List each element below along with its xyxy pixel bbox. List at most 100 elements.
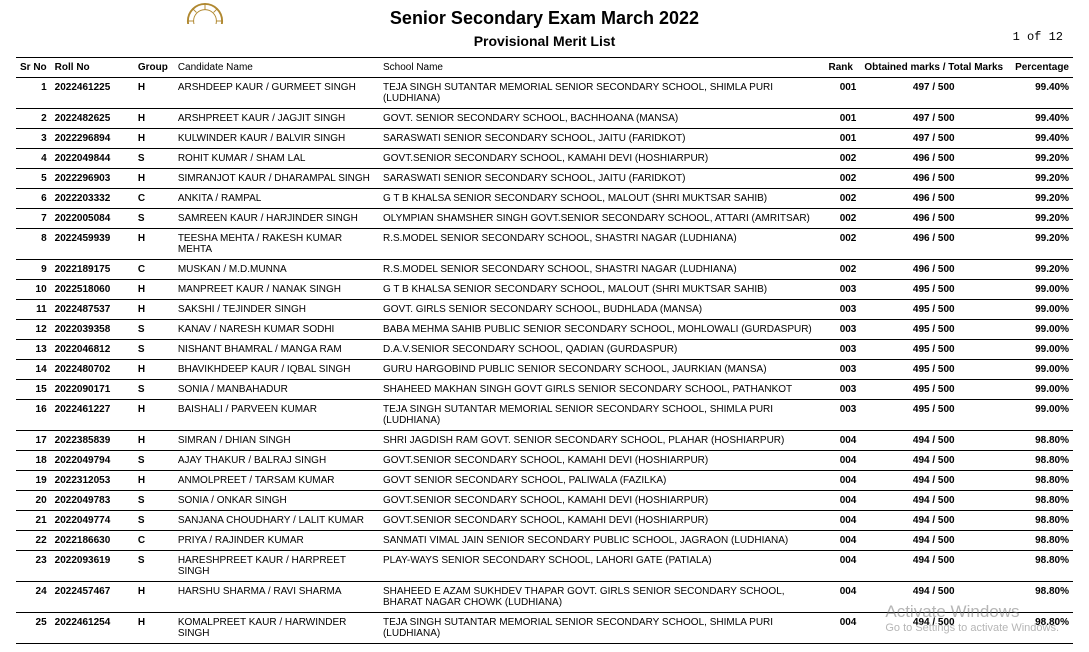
- cell-school: G T B KHALSA SENIOR SECONDARY SCHOOL, MA…: [379, 189, 825, 209]
- cell-marks: 496 / 500: [860, 149, 1007, 169]
- cell-rank: 004: [825, 551, 861, 582]
- cell-pct: 99.00%: [1007, 380, 1073, 400]
- cell-marks: 497 / 500: [860, 129, 1007, 149]
- cell-school: R.S.MODEL SENIOR SECONDARY SCHOOL, SHAST…: [379, 260, 825, 280]
- table-row: 172022385839HSIMRAN / DHIAN SINGHSHRI JA…: [16, 431, 1073, 451]
- cell-group: C: [134, 260, 174, 280]
- cell-sr: 15: [16, 380, 51, 400]
- cell-pct: 98.80%: [1007, 431, 1073, 451]
- cell-pct: 98.80%: [1007, 551, 1073, 582]
- cell-pct: 99.20%: [1007, 149, 1073, 169]
- cell-rank: 004: [825, 582, 861, 613]
- cell-rank: 003: [825, 300, 861, 320]
- cell-marks: 495 / 500: [860, 280, 1007, 300]
- cell-rank: 004: [825, 511, 861, 531]
- cell-school: GOVT. SENIOR SECONDARY SCHOOL, BACHHOANA…: [379, 109, 825, 129]
- table-row: 162022461227HBAISHALI / PARVEEN KUMARTEJ…: [16, 400, 1073, 431]
- cell-marks: 495 / 500: [860, 400, 1007, 431]
- cell-name: PRIYA / RAJINDER KUMAR: [174, 531, 379, 551]
- cell-rank: 004: [825, 431, 861, 451]
- cell-group: H: [134, 169, 174, 189]
- cell-name: ROHIT KUMAR / SHAM LAL: [174, 149, 379, 169]
- table-row: 92022189175CMUSKAN / M.D.MUNNAR.S.MODEL …: [16, 260, 1073, 280]
- cell-pct: 98.80%: [1007, 451, 1073, 471]
- cell-name: TEESHA MEHTA / RAKESH KUMAR MEHTA: [174, 229, 379, 260]
- table-row: 62022203332CANKITA / RAMPALG T B KHALSA …: [16, 189, 1073, 209]
- cell-marks: 495 / 500: [860, 340, 1007, 360]
- table-row: 152022090171SSONIA / MANBAHADURSHAHEED M…: [16, 380, 1073, 400]
- cell-name: KULWINDER KAUR / BALVIR SINGH: [174, 129, 379, 149]
- cell-name: ARSHDEEP KAUR / GURMEET SINGH: [174, 78, 379, 109]
- cell-sr: 11: [16, 300, 51, 320]
- cell-marks: 494 / 500: [860, 551, 1007, 582]
- cell-name: BAISHALI / PARVEEN KUMAR: [174, 400, 379, 431]
- cell-name: NISHANT BHAMRAL / MANGA RAM: [174, 340, 379, 360]
- cell-sr: 16: [16, 400, 51, 431]
- cell-sr: 6: [16, 189, 51, 209]
- cell-roll: 2022049844: [51, 149, 134, 169]
- table-row: 182022049794SAJAY THAKUR / BALRAJ SINGHG…: [16, 451, 1073, 471]
- table-row: 202022049783SSONIA / ONKAR SINGHGOVT.SEN…: [16, 491, 1073, 511]
- merit-table: Sr No Roll No Group Candidate Name Schoo…: [16, 57, 1073, 644]
- cell-sr: 21: [16, 511, 51, 531]
- cell-rank: 001: [825, 78, 861, 109]
- cell-rank: 003: [825, 280, 861, 300]
- table-body: 12022461225HARSHDEEP KAUR / GURMEET SING…: [16, 78, 1073, 644]
- cell-roll: 2022189175: [51, 260, 134, 280]
- table-row: 42022049844SROHIT KUMAR / SHAM LALGOVT.S…: [16, 149, 1073, 169]
- cell-rank: 003: [825, 360, 861, 380]
- cell-school: TEJA SINGH SUTANTAR MEMORIAL SENIOR SECO…: [379, 78, 825, 109]
- cell-name: MUSKAN / M.D.MUNNA: [174, 260, 379, 280]
- cell-roll: 2022203332: [51, 189, 134, 209]
- table-row: 12022461225HARSHDEEP KAUR / GURMEET SING…: [16, 78, 1073, 109]
- table-row: 32022296894HKULWINDER KAUR / BALVIR SING…: [16, 129, 1073, 149]
- cell-school: GOVT.SENIOR SECONDARY SCHOOL, KAMAHI DEV…: [379, 451, 825, 471]
- cell-name: SAMREEN KAUR / HARJINDER SINGH: [174, 209, 379, 229]
- cell-sr: 5: [16, 169, 51, 189]
- cell-school: GURU HARGOBIND PUBLIC SENIOR SECONDARY S…: [379, 360, 825, 380]
- cell-pct: 99.20%: [1007, 229, 1073, 260]
- cell-school: G T B KHALSA SENIOR SECONDARY SCHOOL, MA…: [379, 280, 825, 300]
- cell-marks: 496 / 500: [860, 209, 1007, 229]
- cell-name: SIMRAN / DHIAN SINGH: [174, 431, 379, 451]
- table-row: 82022459939HTEESHA MEHTA / RAKESH KUMAR …: [16, 229, 1073, 260]
- cell-name: SANJANA CHOUDHARY / LALIT KUMAR: [174, 511, 379, 531]
- col-header-pct: Percentage: [1007, 58, 1073, 78]
- cell-sr: 7: [16, 209, 51, 229]
- cell-rank: 002: [825, 189, 861, 209]
- cell-rank: 001: [825, 129, 861, 149]
- cell-sr: 1: [16, 78, 51, 109]
- cell-roll: 2022049774: [51, 511, 134, 531]
- cell-name: MANPREET KAUR / NANAK SINGH: [174, 280, 379, 300]
- cell-pct: 99.00%: [1007, 360, 1073, 380]
- cell-rank: 003: [825, 320, 861, 340]
- cell-rank: 004: [825, 471, 861, 491]
- cell-pct: 98.80%: [1007, 511, 1073, 531]
- cell-name: SONIA / MANBAHADUR: [174, 380, 379, 400]
- cell-pct: 99.00%: [1007, 320, 1073, 340]
- cell-sr: 8: [16, 229, 51, 260]
- cell-pct: 98.80%: [1007, 531, 1073, 551]
- cell-group: S: [134, 491, 174, 511]
- page-header: Senior Secondary Exam March 2022 Provisi…: [16, 8, 1073, 49]
- cell-marks: 496 / 500: [860, 260, 1007, 280]
- table-row: 192022312053HANMOLPREET / TARSAM KUMARGO…: [16, 471, 1073, 491]
- cell-group: H: [134, 229, 174, 260]
- cell-sr: 18: [16, 451, 51, 471]
- cell-rank: 004: [825, 491, 861, 511]
- cell-name: KANAV / NARESH KUMAR SODHI: [174, 320, 379, 340]
- cell-sr: 24: [16, 582, 51, 613]
- cell-sr: 12: [16, 320, 51, 340]
- cell-pct: 99.00%: [1007, 300, 1073, 320]
- cell-rank: 004: [825, 451, 861, 471]
- cell-group: H: [134, 360, 174, 380]
- cell-name: HARSHU SHARMA / RAVI SHARMA: [174, 582, 379, 613]
- cell-name: SAKSHI / TEJINDER SINGH: [174, 300, 379, 320]
- cell-sr: 22: [16, 531, 51, 551]
- cell-group: H: [134, 582, 174, 613]
- col-header-roll: Roll No: [51, 58, 134, 78]
- cell-sr: 3: [16, 129, 51, 149]
- col-header-sr: Sr No: [16, 58, 51, 78]
- cell-rank: 002: [825, 209, 861, 229]
- cell-group: H: [134, 280, 174, 300]
